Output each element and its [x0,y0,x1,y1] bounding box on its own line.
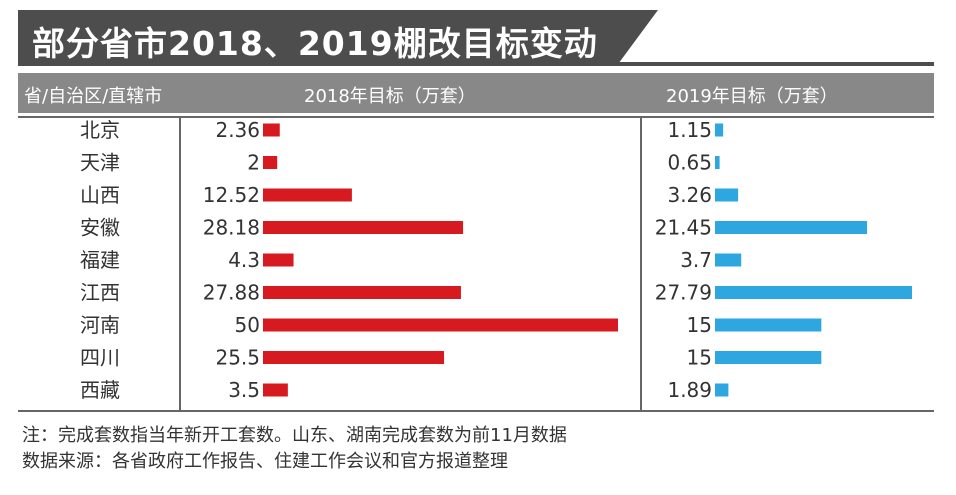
region-label: 河南 [80,313,120,337]
value-label-2018: 12.52 [203,183,260,207]
title-rule [18,62,934,66]
value-label-2018: 2.36 [215,118,260,142]
value-label-2018: 3.5 [228,378,260,402]
header-2019: 2019年目标（万套） [666,86,838,107]
footnote: 注：完成套数指当年新开工套数。山东、湖南完成套数为前11月数据 [22,425,567,446]
bar-2018 [263,123,280,137]
value-label-2018: 4.3 [228,248,260,272]
value-label-2019: 0.65 [667,151,712,175]
bar-2018 [263,351,445,364]
value-label-2019: 3.7 [680,248,712,272]
bar-2019 [715,351,822,364]
region-label: 福建 [80,248,120,272]
bar-2019 [715,221,868,234]
bar-2018 [263,253,294,267]
table-bottom-border [18,410,934,412]
value-label-2018: 25.5 [215,346,260,370]
value-label-2019: 1.89 [667,378,712,402]
bar-2018 [263,221,464,234]
region-label: 山西 [80,183,120,207]
value-label-2019: 27.79 [655,281,712,305]
header-region: 省/自治区/直辖市 [24,86,163,107]
table-header: 省/自治区/直辖市 2018年目标（万套） 2019年目标（万套） [18,73,934,113]
chart-title: 部分省市2018、2019棚改目标变动 [32,24,598,63]
bar-2019 [715,253,742,267]
bar-2018 [263,318,618,332]
bar-2019 [715,156,720,169]
region-label: 北京 [80,118,120,142]
region-label: 西藏 [80,378,120,402]
value-label-2019: 3.26 [667,183,712,207]
title-banner: 部分省市2018、2019棚改目标变动 [18,10,658,62]
bar-2019 [715,318,822,332]
bar-2019 [715,383,729,397]
value-label-2018: 28.18 [203,216,260,240]
bar-2019 [715,286,912,299]
region-label: 四川 [80,346,120,370]
value-label-2019: 15 [687,313,712,337]
header-2018: 2018年目标（万套） [304,86,476,107]
column-divider-1 [179,118,181,410]
region-label: 天津 [80,151,120,175]
value-label-2018: 50 [235,313,260,337]
column-divider-2 [640,118,642,410]
value-label-2019: 21.45 [655,216,712,240]
data-source: 数据来源：各省政府工作报告、住建工作会议和官方报道整理 [22,451,508,472]
value-label-2019: 1.15 [667,118,712,142]
bar-2019 [715,188,739,202]
value-label-2019: 15 [687,346,712,370]
bar-2018 [263,188,352,202]
bar-2018 [263,286,461,299]
region-label: 安徽 [80,216,120,240]
bar-2019 [715,123,724,137]
table-top-border [18,116,934,118]
region-label: 江西 [80,281,120,305]
value-label-2018: 27.88 [203,281,260,305]
value-label-2018: 2 [247,151,260,175]
bar-2018 [263,156,278,169]
bar-2018 [263,383,288,397]
